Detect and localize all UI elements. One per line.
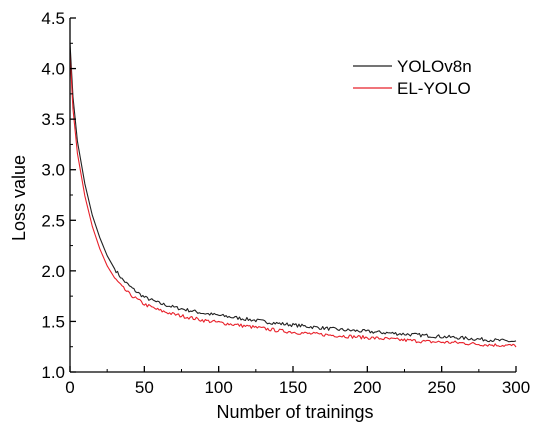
x-axis-title: Number of trainings [216, 402, 373, 422]
legend: YOLOv8n EL-YOLO [353, 57, 472, 98]
y-tick-label: 3.5 [41, 110, 65, 129]
y-tick-label: 2.0 [41, 262, 65, 281]
x-tick-label: 250 [427, 378, 455, 397]
y-tick-label: 2.5 [41, 211, 65, 230]
y-tick-label: 4.5 [41, 9, 65, 28]
y-axis-title: Loss value [9, 155, 29, 241]
x-tick-label: 300 [502, 378, 530, 397]
axes-layer: 0 50 100 150 200 250 300 1.0 1.5 2.0 2.5 3.0 3.5 4.0 4… [41, 9, 530, 397]
series-layer [69, 43, 517, 348]
x-tick-label: 100 [204, 378, 232, 397]
x-tick-label: 50 [135, 378, 154, 397]
series-line-yolov8n [69, 43, 517, 343]
legend-label: YOLOv8n [397, 57, 472, 76]
x-tick-label: 200 [353, 378, 381, 397]
y-tick-label: 1.5 [41, 312, 65, 331]
legend-label: EL-YOLO [397, 79, 471, 98]
y-tick-label: 1.0 [41, 363, 65, 382]
y-tick-label: 3.0 [41, 161, 65, 180]
x-tick-label: 150 [279, 378, 307, 397]
y-tick-label: 4.0 [41, 60, 65, 79]
series-line-el-yolo [69, 53, 517, 348]
x-tick-label: 0 [65, 378, 74, 397]
